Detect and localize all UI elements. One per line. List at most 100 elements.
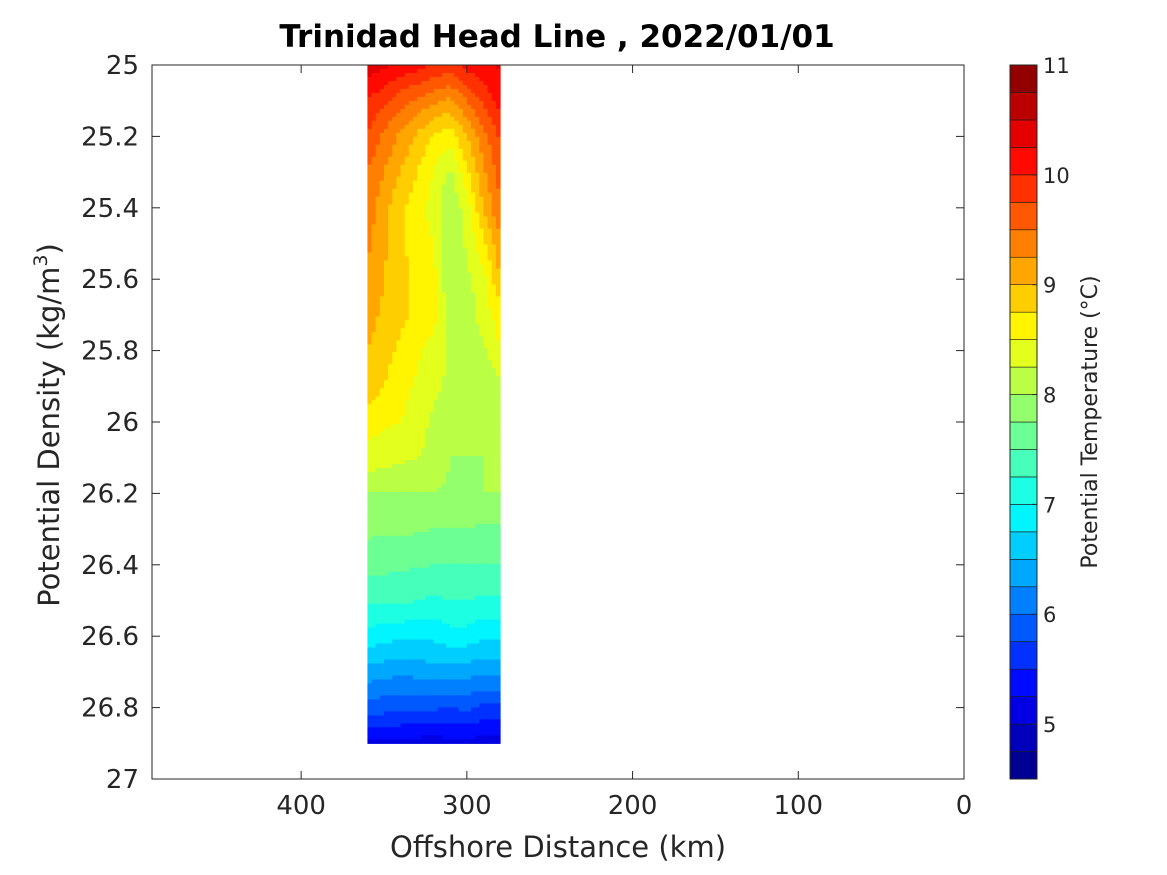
contour-cell xyxy=(454,603,460,609)
contour-cell xyxy=(454,404,460,409)
contour-cell xyxy=(491,631,497,637)
contour-cell xyxy=(495,252,501,258)
contour-cell xyxy=(396,256,402,262)
contour-cell xyxy=(475,152,480,158)
contour-cell xyxy=(491,340,497,345)
contour-cell xyxy=(458,647,464,653)
contour-cell xyxy=(367,424,373,429)
contour-cell xyxy=(421,583,427,589)
contour-cell xyxy=(379,192,385,198)
contour-cell xyxy=(491,667,497,673)
contour-cell xyxy=(446,172,451,178)
contour-cell xyxy=(379,396,385,401)
contour-cell xyxy=(375,551,381,557)
contour-cell xyxy=(421,348,427,353)
contour-cell xyxy=(375,372,381,377)
contour-cell xyxy=(475,172,480,178)
contour-cell xyxy=(429,420,435,425)
contour-cell xyxy=(371,276,377,282)
contour-cell xyxy=(471,272,476,278)
contour-cell xyxy=(413,543,418,549)
contour-cell xyxy=(475,128,480,134)
contour-cell xyxy=(446,456,451,461)
contour-cell xyxy=(400,559,406,565)
contour-cell xyxy=(442,388,447,393)
contour-cell xyxy=(392,424,398,429)
contour-cell xyxy=(454,376,460,381)
contour-cell xyxy=(491,491,497,497)
contour-cell xyxy=(429,236,435,242)
contour-cell xyxy=(450,587,456,593)
contour-cell xyxy=(433,464,439,469)
contour-cell xyxy=(495,559,501,565)
contour-cell xyxy=(471,424,476,429)
contour-cell xyxy=(400,356,406,361)
contour-cell xyxy=(442,471,447,477)
contour-cell xyxy=(396,300,402,305)
contour-cell xyxy=(442,491,447,497)
contour-cell xyxy=(429,679,435,685)
contour-cell xyxy=(425,112,431,118)
contour-cell xyxy=(417,228,422,234)
contour-cell xyxy=(384,228,389,234)
contour-cell xyxy=(379,348,385,353)
contour-cell xyxy=(404,380,410,385)
contour-cell xyxy=(450,479,456,485)
contour-cell xyxy=(413,408,418,413)
contour-cell xyxy=(392,76,398,82)
contour-cell xyxy=(384,204,389,210)
contour-cell xyxy=(458,372,464,377)
contour-cell xyxy=(367,304,373,309)
contour-cell xyxy=(413,559,418,565)
contour-cell xyxy=(458,511,464,517)
contour-cell xyxy=(375,304,381,309)
contour-cell xyxy=(487,663,493,669)
contour-cell xyxy=(384,659,389,665)
contour-cell xyxy=(479,627,485,633)
contour-cell xyxy=(458,467,464,473)
contour-cell xyxy=(392,320,398,325)
contour-cell xyxy=(400,164,406,170)
contour-cell xyxy=(421,140,427,146)
contour-cell xyxy=(388,667,393,673)
contour-cell xyxy=(442,460,447,465)
contour-cell xyxy=(471,148,476,154)
contour-cell xyxy=(483,304,489,309)
contour-cell xyxy=(442,172,447,178)
contour-cell xyxy=(392,587,398,593)
contour-cell xyxy=(475,100,480,106)
contour-cell xyxy=(483,547,489,553)
contour-cell xyxy=(471,328,476,333)
contour-cell xyxy=(487,256,493,262)
contour-cell xyxy=(404,368,410,373)
contour-cell xyxy=(475,368,480,373)
contour-cell xyxy=(392,212,398,218)
contour-cell xyxy=(483,543,489,549)
contour-cell xyxy=(367,388,373,393)
contour-cell xyxy=(495,76,501,82)
contour-cell xyxy=(392,456,398,461)
contour-cell xyxy=(479,611,485,617)
contour-cell xyxy=(466,268,472,274)
contour-cell xyxy=(479,639,485,645)
contour-cell xyxy=(466,456,472,461)
contour-cell xyxy=(479,551,485,557)
contour-cell xyxy=(466,248,472,254)
contour-cell xyxy=(388,80,393,86)
contour-cell xyxy=(450,404,456,409)
contour-cell xyxy=(421,168,427,174)
contour-cell xyxy=(367,623,373,629)
contour-cell xyxy=(384,348,389,353)
contour-cell xyxy=(388,655,393,661)
contour-cell xyxy=(392,120,398,126)
contour-cell xyxy=(371,336,377,341)
contour-cell xyxy=(396,184,402,190)
contour-cell xyxy=(446,76,451,82)
contour-cell xyxy=(413,172,418,178)
contour-cell xyxy=(417,292,422,298)
contour-cell xyxy=(437,368,443,373)
contour-cell xyxy=(371,499,377,505)
contour-cell xyxy=(429,308,435,313)
contour-cell xyxy=(491,124,497,130)
contour-cell xyxy=(379,611,385,617)
